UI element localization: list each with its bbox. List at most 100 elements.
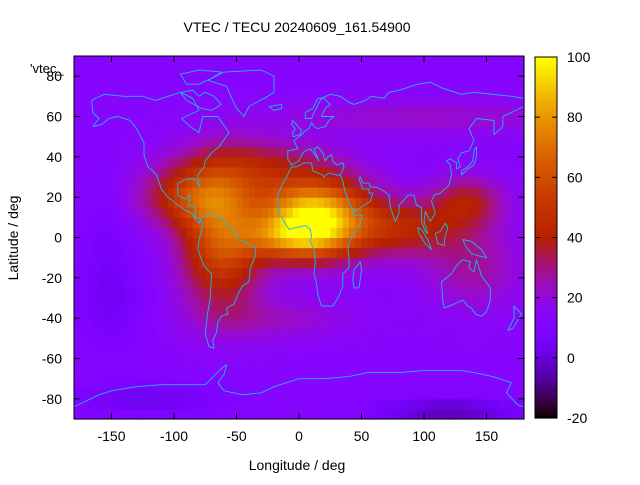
heatmap-cell [411,277,419,289]
heatmap-cell [436,348,444,360]
heatmap-cell [299,247,306,259]
heatmap-cell [230,166,238,178]
heatmap-cell [517,227,525,239]
coastline-uk [291,120,302,138]
heatmap-cell [261,267,269,279]
heatmap-cell [286,287,294,299]
heatmap-cell [336,177,344,188]
heatmap-cell [149,348,156,360]
heatmap-cell [74,257,81,269]
heatmap-cell [249,126,256,138]
heatmap-cell [380,328,388,339]
heatmap-cell [86,298,94,309]
heatmap-cell [261,166,269,178]
heatmap-cell [92,318,100,329]
heatmap-cell [411,146,419,158]
heatmap-cell [274,106,281,118]
heatmap-cell [205,348,213,360]
heatmap-cell [205,106,213,118]
heatmap-cell [217,197,225,208]
heatmap-cell [242,146,250,158]
colorbar-segment [535,135,557,139]
heatmap-cell [517,378,525,390]
heatmap-cell [186,388,194,400]
heatmap-cell [455,96,463,108]
heatmap-cell [461,197,469,208]
heatmap-cell [380,86,388,97]
heatmap-cell [361,277,369,289]
heatmap-cell [392,76,400,87]
heatmap-cell [136,328,144,339]
heatmap-cell [255,338,263,350]
heatmap-cell [467,86,475,97]
heatmap-cell [392,388,400,400]
heatmap-cell [299,368,306,380]
heatmap-cell [180,338,188,350]
heatmap-cell [136,368,144,380]
coastline-borneo [434,222,449,247]
heatmap-cell [467,187,475,198]
heatmap-cell [349,217,356,229]
heatmap-cell [230,237,238,249]
heatmap-cell [155,166,163,178]
heatmap-cell [492,237,500,249]
heatmap-cell [224,86,231,97]
heatmap-cell [261,408,269,420]
heatmap-cell [199,106,206,118]
heatmap-cell [155,106,163,118]
heatmap-cell [349,166,356,178]
heatmap-cell [299,177,306,188]
heatmap-cell [92,136,100,148]
heatmap-cell [374,116,381,128]
heatmap-cell [324,207,331,218]
heatmap-cell [136,56,144,67]
heatmap-cell [324,287,331,299]
heatmap-cell [336,106,344,118]
heatmap-cell [330,338,338,350]
heatmap-cell [467,408,475,420]
heatmap-cell [480,287,488,299]
heatmap-cell [211,166,219,178]
heatmap-cell [324,217,331,229]
heatmap-cell [192,166,200,178]
heatmap-cell [180,257,188,269]
heatmap-cell [236,378,244,390]
heatmap-cell [292,166,300,178]
heatmap-cell [136,338,144,350]
heatmap-cell [461,237,469,249]
heatmap-cell [249,287,256,299]
heatmap-cell [142,368,150,380]
heatmap-cell [386,408,394,420]
heatmap-cell [286,96,294,108]
heatmap-cell [74,187,81,198]
heatmap-cell [86,277,94,289]
heatmap-cell [317,227,325,239]
heatmap-cell [474,76,481,87]
heatmap-cell [117,106,125,118]
heatmap-cell [417,76,425,87]
heatmap-cell [267,257,275,269]
heatmap-cell [399,257,406,269]
heatmap-cell [167,187,175,198]
heatmap-cell [211,348,219,360]
heatmap-cell [361,237,369,249]
heatmap-cell [105,197,113,208]
heatmap-cell [505,166,513,178]
heatmap-cell [217,247,225,259]
heatmap-cell [486,398,494,410]
heatmap-cell [355,318,363,329]
heatmap-cell [399,197,406,208]
heatmap-cell [136,318,144,329]
heatmap-cell [149,146,156,158]
heatmap-cell [274,156,281,168]
heatmap-cell [511,287,519,299]
heatmap-cell [424,217,431,229]
heatmap-cell [442,408,450,420]
heatmap-cell [167,267,175,279]
heatmap-cell [186,96,194,108]
heatmap-cell [417,378,425,390]
heatmap-cell [474,166,481,178]
heatmap-cell [80,257,88,269]
y-tick-label: 60 [46,109,62,125]
heatmap-cell [74,388,81,400]
